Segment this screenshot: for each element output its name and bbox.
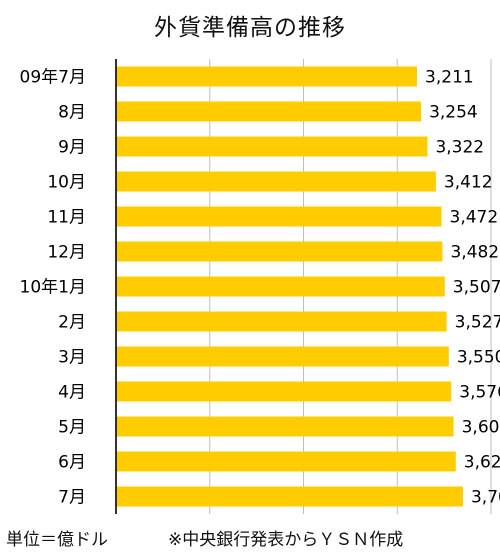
value-label: 3,482: [450, 243, 499, 263]
category-label: 09年7月: [20, 68, 86, 88]
source-note: ※中央銀行発表からＹＳＮ作成: [168, 530, 404, 550]
value-label: 3,472: [450, 208, 499, 228]
value-label: 3,412: [444, 173, 493, 193]
value-label: 3,701: [471, 488, 500, 508]
category-label: 10年1月: [20, 278, 86, 298]
bar: [116, 451, 456, 472]
value-label: 3,624: [464, 453, 500, 473]
bar: [116, 66, 418, 87]
bar: [116, 276, 445, 297]
value-labels: 3,211 3,254 3,322 3,412 3,472 3,482 3,507 3,527…: [425, 68, 500, 508]
value-label: 3,507: [453, 278, 500, 298]
bar: [116, 101, 422, 122]
chart-title: 外貨準備高の推移: [154, 15, 346, 41]
bars: [116, 66, 463, 507]
value-label: 3,322: [435, 138, 484, 158]
category-label: 6月: [58, 453, 86, 473]
bar-chart: 09年7月 8月 9月 10月 11月 12月 10年1月 2月 3月 4月 5月 6月 7月 3,21…: [20, 59, 500, 514]
bar: [116, 311, 447, 332]
bar: [116, 136, 428, 157]
value-label: 3,550: [457, 348, 500, 368]
bar: [116, 381, 452, 402]
bar: [116, 486, 463, 507]
unit-note: 単位＝億ドル: [6, 530, 108, 550]
category-label: 8月: [58, 103, 86, 123]
bar: [116, 171, 436, 192]
value-label: 3,527: [455, 313, 500, 333]
category-label: 11月: [47, 208, 86, 228]
bar: [116, 206, 442, 227]
value-label: 3,576: [459, 383, 500, 403]
category-labels: 09年7月 8月 9月 10月 11月 12月 10年1月 2月 3月 4月 5月 6月 7月: [20, 68, 86, 508]
category-label: 3月: [58, 348, 86, 368]
value-label: 3,601: [462, 418, 500, 438]
bar: [116, 416, 454, 437]
category-label: 7月: [58, 488, 86, 508]
category-label: 4月: [58, 383, 86, 403]
category-label: 9月: [58, 138, 86, 158]
value-label: 3,254: [429, 103, 478, 123]
category-label: 5月: [58, 418, 86, 438]
bar: [116, 241, 443, 262]
category-label: 10月: [47, 173, 86, 193]
bar: [116, 346, 449, 367]
value-label: 3,211: [425, 68, 474, 88]
category-label: 12月: [47, 243, 86, 263]
category-label: 2月: [58, 313, 86, 333]
